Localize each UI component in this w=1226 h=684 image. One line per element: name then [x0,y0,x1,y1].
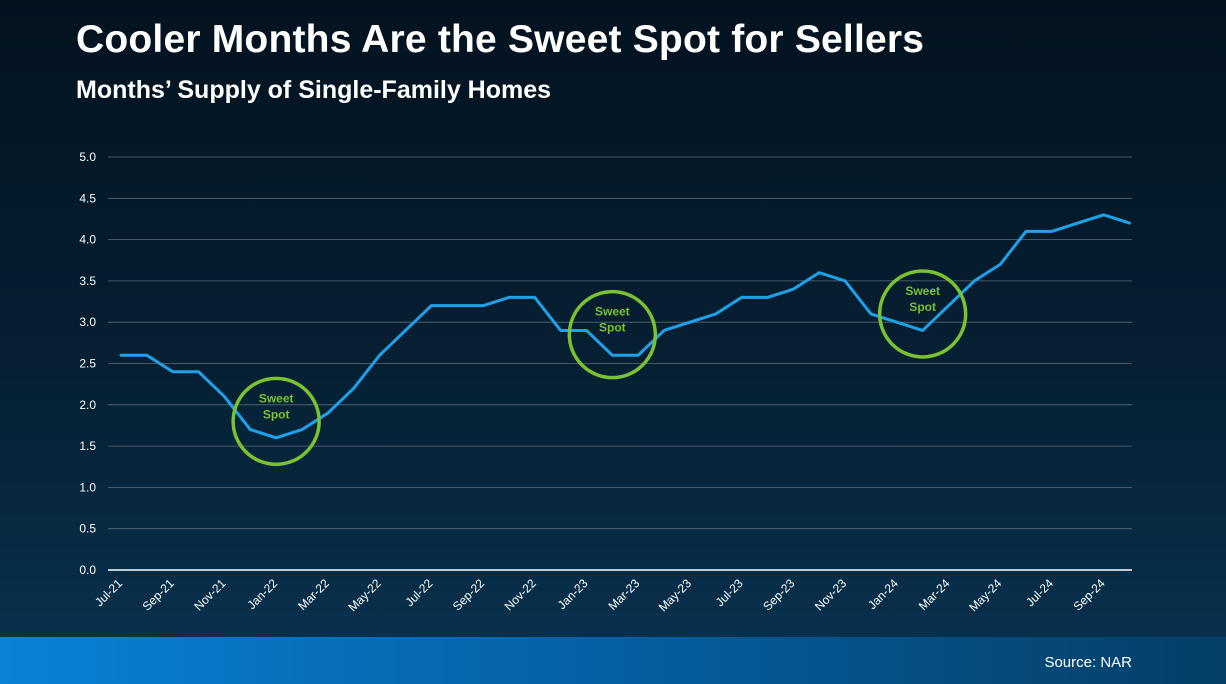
x-axis-tick-labels: Jul-21 Sep-21 Nov-21 Jan-22 Mar-22 May-22 Jul-… [92,576,1108,614]
data-point [921,329,924,332]
x-tick-label: Jan-24 [865,576,901,612]
source-note: Source: NAR [1044,654,1132,671]
x-tick-label: Mar-24 [916,576,953,613]
data-point [1076,222,1079,225]
x-tick-label: Jul-23 [713,576,746,609]
sweet-spot-circle [567,289,658,380]
x-tick-label: Mar-22 [295,576,332,613]
data-point [688,321,691,324]
sweet-spot-annotation: Sweet Spot [567,289,658,380]
data-point [559,329,562,332]
x-tick-label: Sep-22 [450,576,487,613]
data-point [482,304,485,307]
data-point [1128,222,1131,225]
sweet-spot-label-line1: Sweet [259,391,294,405]
data-point [120,354,123,357]
data-point [663,329,666,332]
data-point [430,304,433,307]
data-point [999,263,1002,266]
y-tick-label: 4.0 [79,233,96,247]
data-point [456,304,459,307]
data-point [533,296,536,299]
y-tick-label: 2.5 [79,357,96,371]
sweet-spot-circle [231,376,321,467]
data-point [301,428,304,431]
sweet-spot-label-line1: Sweet [595,305,630,319]
data-point [714,312,717,315]
x-tick-label: Sep-23 [760,576,797,613]
y-tick-label: 3.5 [79,274,96,288]
x-tick-label: May-23 [656,576,694,614]
data-point [818,271,821,274]
y-tick-label: 3.0 [79,315,96,329]
data-point [844,279,847,282]
y-tick-label: 4.5 [79,191,96,205]
x-tick-label: Jan-23 [555,576,591,612]
data-point [223,395,226,398]
x-tick-label: Mar-23 [606,576,643,613]
sweet-spot-annotations: Sweet Spot Sweet Spot Sweet Spot [231,269,968,467]
data-point [1102,213,1105,216]
data-point [249,428,252,431]
data-point [585,329,588,332]
data-point [145,354,148,357]
data-point [766,296,769,299]
gridlines [108,156,1132,571]
y-axis-tick-labels: 0.0 0.5 1.0 1.5 2.0 2.5 3.0 3.5 4.0 4.5 5.0 [79,150,96,577]
data-point [1025,230,1028,233]
sweet-spot-label-line2: Spot [263,407,290,421]
x-tick-label: Jul-21 [92,576,125,609]
data-point [869,312,872,315]
data-point [973,279,976,282]
x-tick-label: Nov-22 [502,576,539,613]
data-point [611,354,614,357]
slide-title: Cooler Months Are the Sweet Spot for Sel… [76,18,925,61]
data-point [792,288,795,291]
data-point [947,304,950,307]
x-tick-label: May-22 [346,576,384,614]
data-point [404,329,407,332]
y-tick-label: 2.0 [79,398,96,412]
data-point [171,370,174,373]
data-point [637,354,640,357]
data-point [326,412,329,415]
y-tick-label: 0.5 [79,522,96,536]
sweet-spot-label-line1: Sweet [905,284,940,298]
x-tick-label: Jul-24 [1023,576,1056,609]
x-tick-label: Nov-23 [812,576,849,613]
y-tick-label: 1.5 [79,439,96,453]
data-point [275,436,278,439]
x-tick-label: Jan-22 [244,576,280,612]
slide-subtitle: Months’ Supply of Single-Family Homes [76,76,552,104]
data-point [378,354,381,357]
x-tick-label: Sep-24 [1071,576,1108,613]
x-tick-label: Nov-21 [191,576,228,613]
x-tick-label: May-24 [966,576,1004,614]
sweet-spot-annotation: Sweet Spot [877,269,968,359]
data-point [352,387,355,390]
sweet-spot-label-line2: Spot [909,300,936,314]
sweet-spot-annotation: Sweet Spot [231,376,321,467]
data-point [895,321,898,324]
y-tick-label: 5.0 [79,150,96,164]
footer-bar: Source: NAR [0,637,1226,684]
y-tick-label: 0.0 [79,563,96,577]
data-point [1050,230,1053,233]
sweet-spot-circle [877,269,968,359]
x-tick-label: Sep-21 [140,576,177,613]
x-tick-label: Jul-22 [402,576,435,609]
data-point [197,370,200,373]
data-point [740,296,743,299]
y-tick-label: 1.0 [79,480,96,494]
data-point [507,296,510,299]
sweet-spot-label-line2: Spot [599,321,626,335]
